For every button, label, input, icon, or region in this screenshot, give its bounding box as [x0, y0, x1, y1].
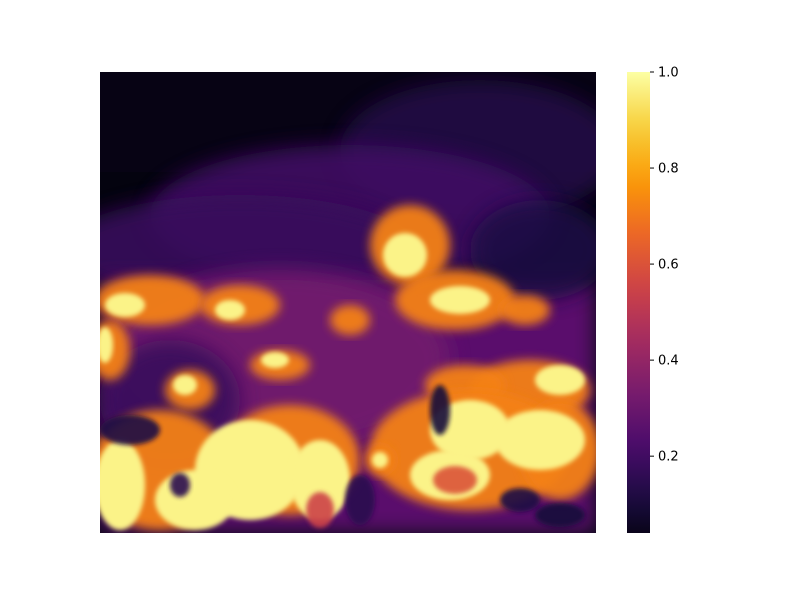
debris-region [345, 475, 375, 525]
fire-core [100, 440, 145, 530]
fire-core [261, 352, 289, 368]
colorbar-tick-label: 0.6 [658, 258, 679, 273]
debris-region [170, 473, 190, 497]
fire-core [430, 400, 510, 460]
colorbar-tick-label: 0.2 [658, 450, 679, 465]
debris-region [500, 488, 540, 512]
fire-core [430, 286, 490, 314]
colorbar: 0.2 0.4 0.6 0.8 1.0 [627, 66, 679, 533]
fire-region [330, 305, 370, 335]
fire-core [535, 365, 585, 395]
colorbar-tick-label: 0.8 [658, 162, 679, 177]
fire-core [100, 327, 113, 363]
fire-core [215, 300, 245, 320]
fire-core [372, 452, 388, 468]
debris-region [430, 385, 450, 435]
debris-region [433, 466, 477, 494]
fire-core [290, 440, 350, 520]
heatmap-image [100, 72, 596, 533]
fire-core [383, 233, 427, 277]
fire-core [495, 410, 585, 470]
colorbar-gradient [627, 72, 650, 533]
debris-region [100, 415, 160, 445]
colorbar-ticks: 0.2 0.4 0.6 0.8 1.0 [650, 66, 679, 465]
fire-region [500, 295, 550, 325]
fire-core [173, 375, 197, 395]
colorbar-tick-label: 0.4 [658, 354, 679, 369]
debris-region [306, 492, 334, 528]
colorbar-tick-label: 1.0 [658, 66, 679, 81]
smoke-region [470, 200, 596, 300]
fire-core [155, 470, 235, 530]
fire-core [105, 293, 145, 317]
debris-region [535, 503, 585, 527]
